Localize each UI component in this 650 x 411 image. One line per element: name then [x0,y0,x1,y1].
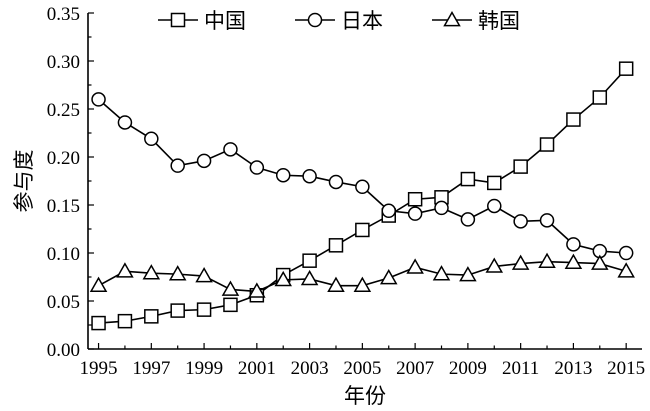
y-tick-label: 0.05 [47,292,80,313]
data-point-triangle [89,276,108,292]
data-point-circle [170,158,185,173]
x-tick-label: 1995 [80,358,118,379]
data-point-square [328,238,344,253]
data-point-square [223,297,238,313]
data-point-triangle [327,276,345,292]
data-point-circle [249,160,265,175]
data-point-circle [513,214,528,229]
series-circle [91,92,634,261]
data-point-square [407,191,423,207]
legend-label: 中国 [204,9,246,33]
data-point-circle [539,213,555,228]
legend-marker-square [170,12,186,28]
data-point-triangle [511,254,530,270]
x-axis: 1995 1997 1999 2001 2003 2005 2007 2009 2011 2013… [80,343,645,379]
x-axis-title: 年份 [344,384,386,408]
data-point-circle [117,115,133,130]
data-point-circle [434,200,449,216]
x-tick-label: 2011 [502,358,539,379]
data-point-triangle [300,269,319,286]
x-tick-label: 2001 [238,358,276,379]
data-point-triangle [485,257,504,273]
y-tick-label: 0.35 [47,4,80,25]
legend-item: 日本 [295,9,383,33]
data-point-circle [381,203,396,219]
data-point-circle [618,245,634,261]
data-point-circle [487,198,502,214]
x-tick-label: 1997 [132,358,170,379]
data-point-triangle [406,258,424,274]
data-point-square [302,253,317,268]
data-point-circle [196,153,212,169]
legend-item: 韩国 [432,9,520,33]
data-point-triangle [564,253,583,269]
data-point-square [566,112,581,127]
data-point-circle [460,212,476,227]
data-point-circle [328,174,344,190]
data-point-triangle [248,282,266,298]
data-point-triangle [221,280,240,296]
series-layer [89,61,635,331]
x-tick-label: 2007 [396,358,434,379]
y-axis: 0.00 0.05 0.10 0.15 0.20 0.25 0.30 0.35 [47,4,94,361]
y-tick-label: 0.20 [47,148,80,169]
data-point-triangle [379,268,398,285]
data-point-square [170,303,185,318]
data-point-square [513,159,528,174]
legend-label: 日本 [341,9,383,33]
data-point-square [618,61,634,76]
data-point-triangle [459,266,477,282]
data-point-square [196,302,212,317]
y-tick-label: 0.25 [47,100,80,121]
legend-label: 韩国 [478,9,520,33]
data-point-circle [144,131,159,147]
series-triangle [89,252,635,298]
data-point-circle [223,142,238,157]
data-point-circle [407,206,423,221]
data-point-square [460,171,476,187]
legend-item: 中国 [158,9,246,33]
data-point-triangle [116,262,134,278]
data-point-circle [355,179,370,195]
data-point-triangle [617,262,635,278]
x-tick-label: 1999 [185,358,223,379]
data-point-square [144,309,159,324]
data-point-square [91,315,106,331]
data-point-circle [91,92,106,107]
data-point-triangle [274,270,292,287]
legend-marker-circle [307,12,323,28]
data-point-triangle [538,252,556,268]
data-point-circle [302,168,317,184]
x-tick-label: 2015 [607,358,645,379]
data-point-square [355,222,370,238]
data-point-square [539,137,555,152]
data-point-triangle [353,276,372,292]
x-tick-label: 2003 [291,358,329,379]
data-point-triangle [195,267,213,283]
y-tick-label: 0.10 [47,244,80,265]
data-point-triangle [591,254,609,270]
data-point-square [117,313,133,329]
data-point-circle [566,237,581,252]
y-axis-title: 参与度 [12,150,36,213]
data-point-circle [275,167,291,183]
data-point-square [592,90,608,105]
data-point-triangle [432,265,451,281]
legend: 中国 日本 韩国 [158,9,520,33]
x-tick-label: 2013 [554,358,592,379]
y-tick-label: 0.30 [47,52,80,73]
x-tick-label: 2009 [449,358,487,379]
y-tick-label: 0.15 [47,196,80,217]
series-square [91,61,634,331]
legend-marker-triangle [443,11,461,27]
y-tick-label: 0.00 [47,340,80,361]
data-point-triangle [142,264,161,280]
data-point-square [487,175,502,191]
x-tick-label: 2005 [343,358,381,379]
data-point-triangle [168,265,187,281]
